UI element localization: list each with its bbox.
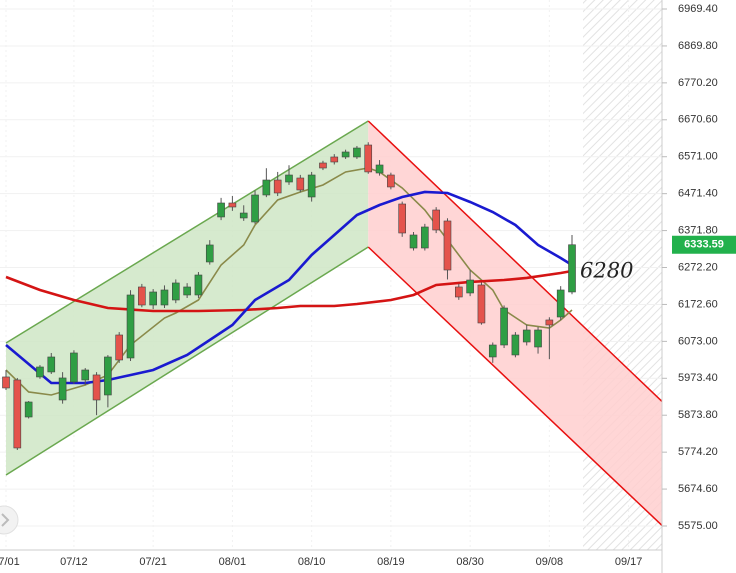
x-tick-label: 09/08	[536, 556, 564, 568]
y-tick-label: 5973.40	[678, 372, 718, 384]
candle-body	[364, 144, 373, 173]
x-tick-label: 07/12	[60, 556, 88, 568]
channel-area	[368, 120, 662, 526]
candle-body	[556, 289, 565, 318]
last-price-box	[672, 235, 736, 254]
candle-body	[432, 209, 440, 231]
y-tick-label: 6770.20	[678, 77, 718, 89]
candle-body	[138, 286, 146, 306]
candle-body	[477, 284, 486, 324]
candle-body	[92, 374, 101, 401]
x-tick-label: 08/01	[219, 556, 247, 568]
channel-line	[367, 120, 662, 403]
candle-body	[341, 151, 350, 158]
y-tick-label: 5674.60	[678, 483, 718, 495]
candle-body	[443, 220, 452, 271]
y-tick-label: 6371.80	[678, 224, 718, 236]
y-tick-label: 6272.20	[678, 261, 718, 273]
candle-body	[307, 174, 316, 198]
candle-body	[375, 164, 384, 174]
y-tick-label: 6869.80	[678, 40, 718, 52]
candle-body	[70, 352, 78, 383]
candle-body	[2, 376, 10, 389]
candle-body	[58, 377, 67, 401]
candle-body	[534, 329, 542, 348]
candle-body	[409, 234, 418, 249]
candle-body	[251, 194, 259, 223]
x-tick-label: 09/17	[615, 556, 643, 568]
candle-body	[353, 147, 361, 158]
x-tick-label: 07/01	[0, 556, 20, 568]
y-tick-label: 6670.60	[678, 114, 718, 126]
candle-body	[24, 401, 33, 418]
candle-body	[466, 279, 474, 294]
x-tick-label: 08/19	[377, 556, 405, 568]
last-price-label: 6333.59	[684, 239, 724, 251]
moving-average	[5, 269, 573, 313]
candle-body	[421, 226, 429, 249]
candle-body	[511, 334, 520, 356]
y-tick-label: 5575.00	[678, 520, 718, 532]
candle-body	[330, 156, 339, 163]
y-tick-label: 5873.80	[678, 409, 718, 421]
y-tick-label: 6471.40	[678, 188, 718, 200]
y-tick-label: 5774.20	[678, 446, 718, 458]
candle-body	[81, 369, 90, 381]
candle-body	[183, 286, 191, 296]
candle-body	[115, 334, 123, 361]
candle-body	[104, 356, 112, 396]
candle-body	[387, 174, 395, 188]
y-tick-label: 6073.00	[678, 335, 718, 347]
candle-body	[488, 344, 497, 358]
candle-body	[205, 244, 214, 263]
candle-body	[36, 366, 44, 378]
candle-body	[13, 379, 22, 449]
nav-icon	[1, 513, 10, 527]
candle-body	[262, 179, 271, 196]
candle-body	[126, 294, 135, 359]
candle-body	[172, 282, 180, 301]
candle-body	[500, 307, 508, 346]
candle-body	[545, 319, 554, 326]
candle-body	[239, 212, 248, 219]
candle-body	[194, 274, 203, 296]
candle-body	[398, 203, 407, 234]
candle-body	[568, 244, 576, 293]
channel-line	[5, 120, 369, 344]
y-tick-label: 6571.00	[678, 151, 718, 163]
candle-body	[47, 356, 56, 373]
candle-body	[149, 291, 157, 306]
x-tick-label: 08/30	[456, 556, 484, 568]
candle-body	[160, 289, 169, 306]
candle-body	[285, 174, 293, 183]
candle-body	[217, 202, 225, 218]
candle-body	[296, 177, 305, 191]
x-tick-label: 07/21	[139, 556, 167, 568]
candle-body	[319, 162, 327, 169]
channel-line	[5, 246, 369, 476]
y-tick-label: 6172.60	[678, 298, 718, 310]
candle-body	[228, 202, 237, 208]
candle-body	[454, 286, 463, 298]
moving-average	[5, 190, 573, 385]
annotation: 6280	[580, 259, 633, 283]
candle-body	[273, 179, 282, 194]
y-tick-label: 6969.40	[678, 3, 718, 15]
candle-body	[522, 329, 531, 343]
x-tick-label: 08/10	[298, 556, 326, 568]
plot-area	[0, 0, 662, 550]
